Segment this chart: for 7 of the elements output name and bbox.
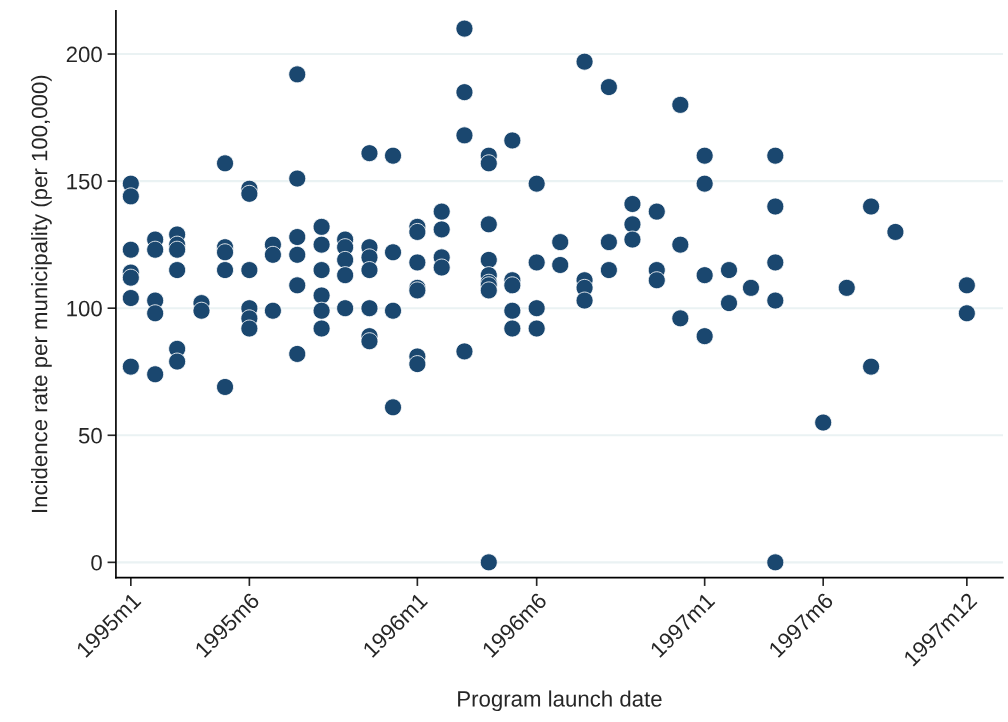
- x-axis-title: Program launch date: [458, 690, 662, 712]
- y-tick-label: 100: [67, 300, 102, 317]
- y-axis-title: Incidence rate per municipality (per 100,000): [31, 75, 52, 513]
- y-tick-label: 150: [67, 173, 102, 190]
- y-tick-label: 0: [91, 554, 102, 571]
- y-tick-label: 50: [78, 427, 102, 444]
- y-tick-label: 200: [66, 46, 102, 63]
